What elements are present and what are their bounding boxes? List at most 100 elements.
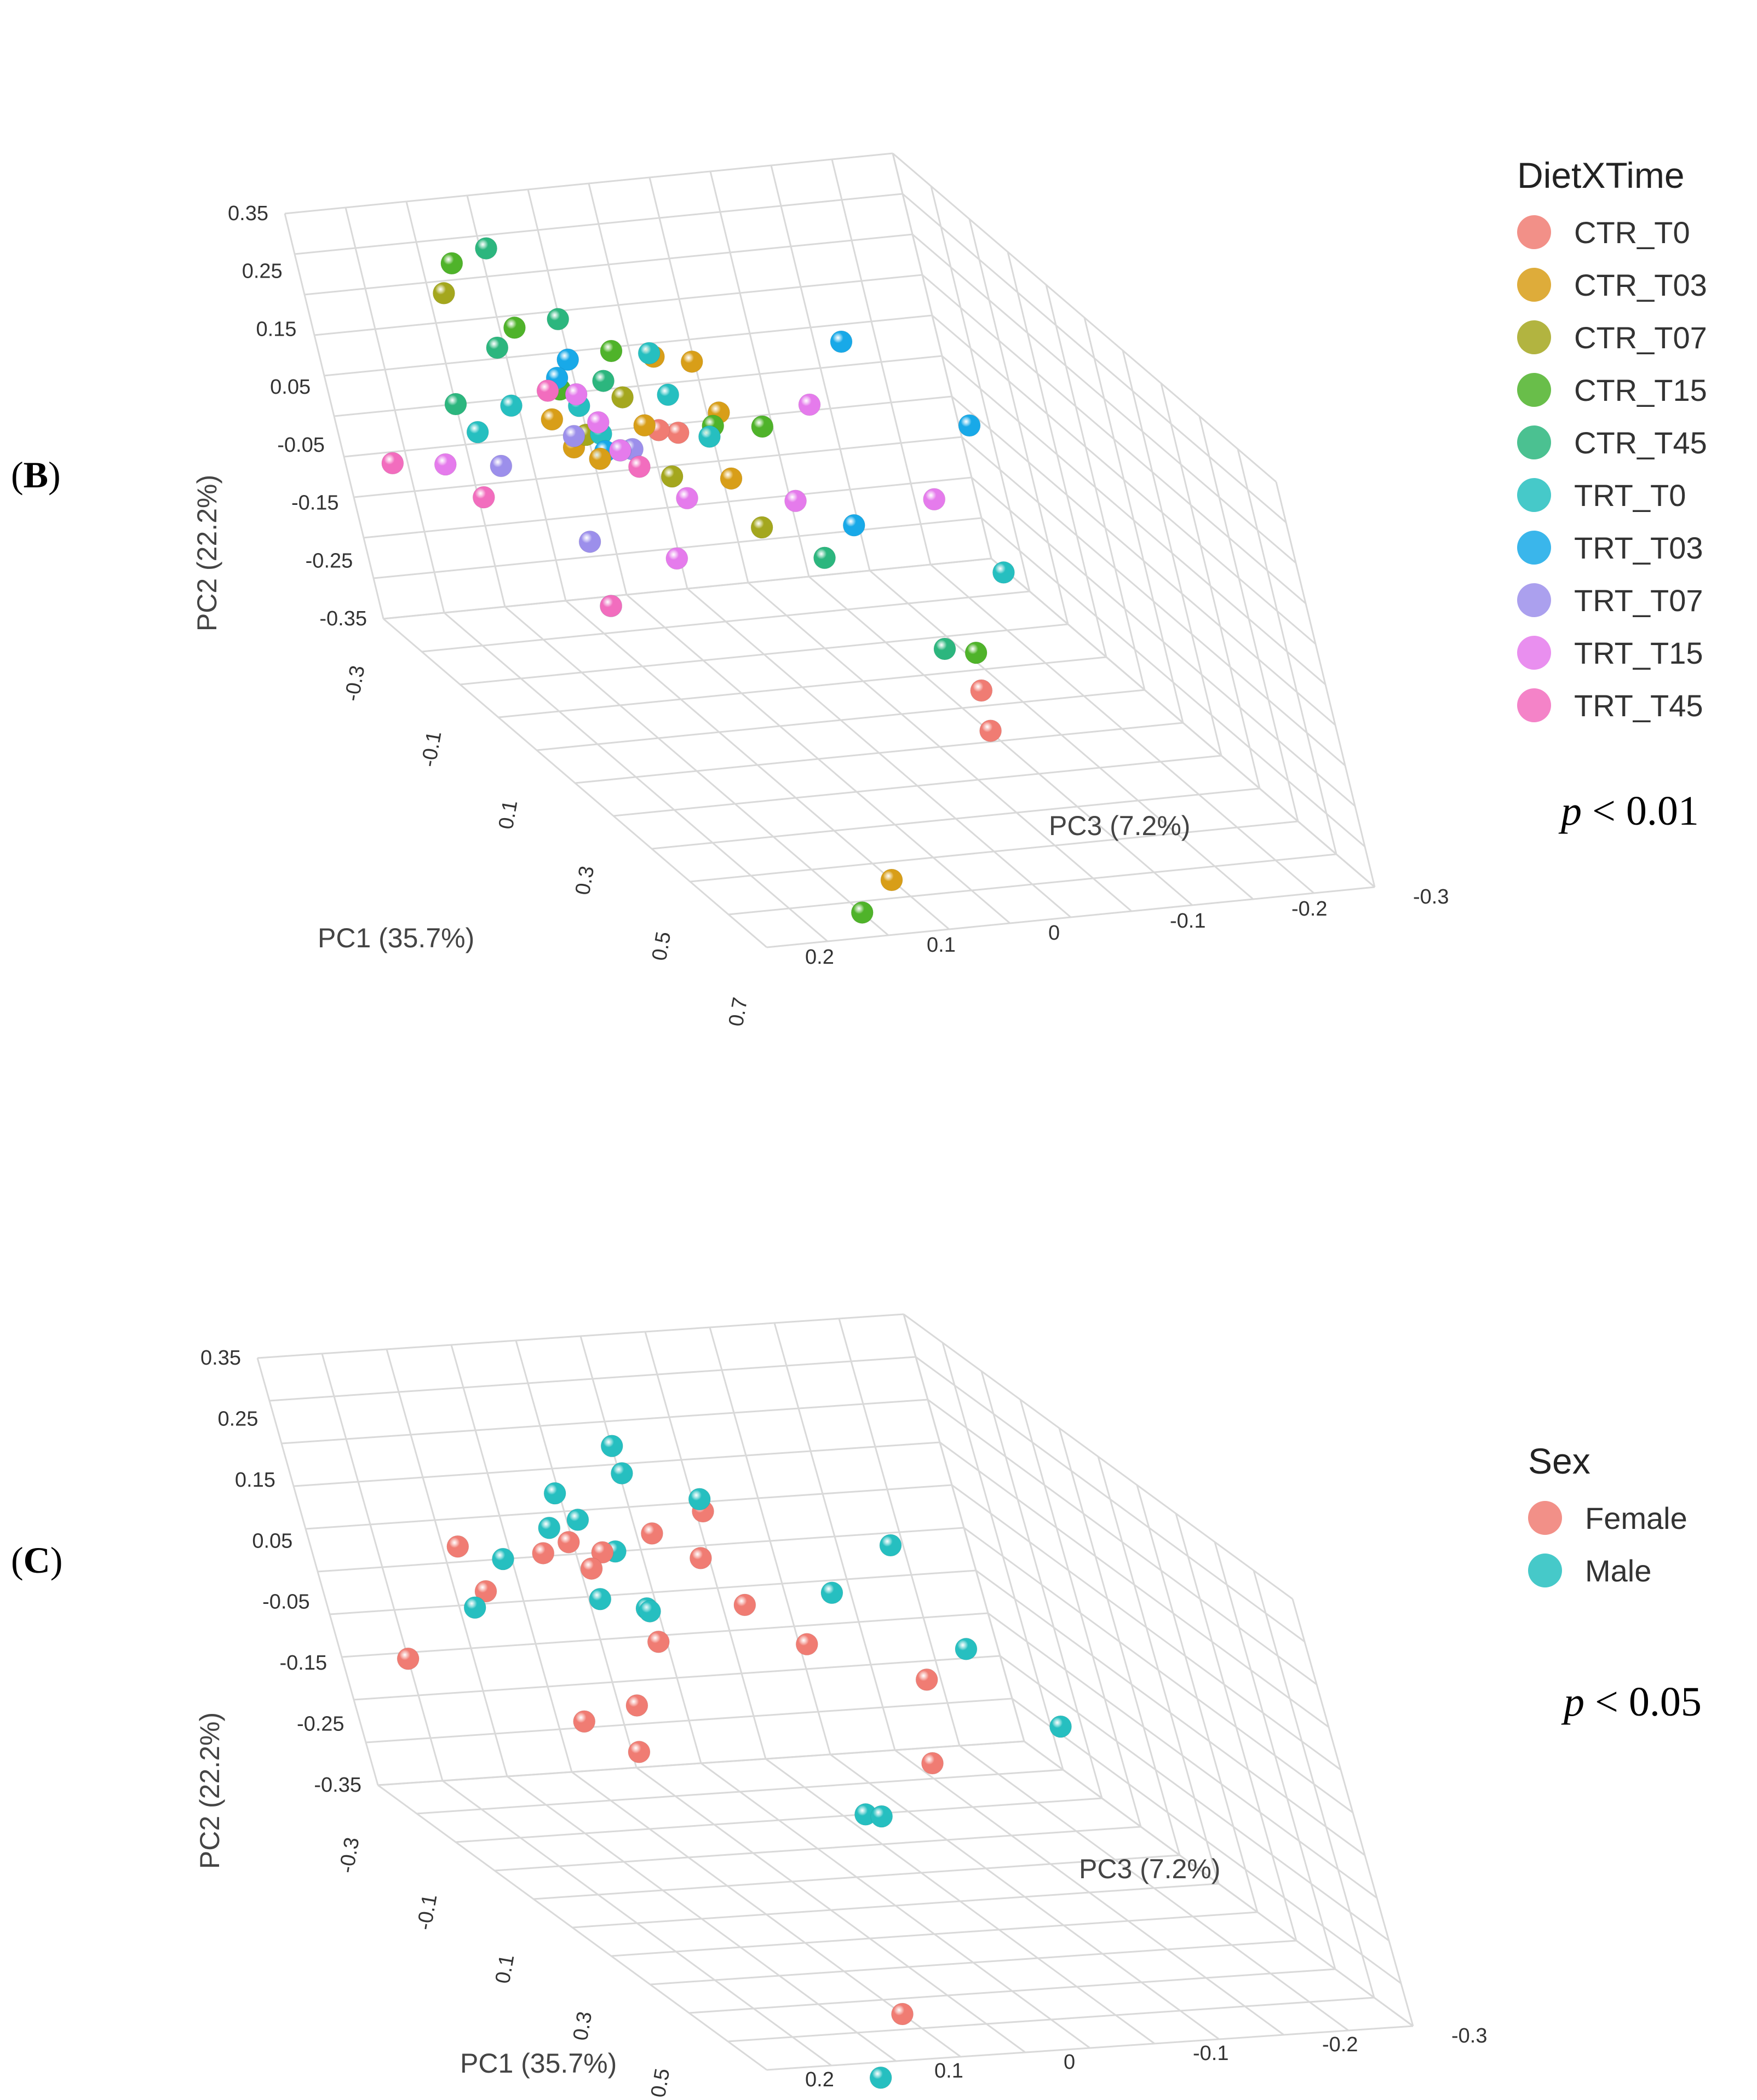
legend-swatch [1517,320,1551,354]
legend-label: CTR_T0 [1574,215,1690,250]
legend-swatch [1517,583,1551,617]
point-ctr-t45 [592,370,615,393]
y-tick-label: -0.25 [306,549,353,572]
point-ctr-t0 [667,421,690,444]
legend-item-trt-t15: TRT_T15 [1517,626,1707,679]
grid-line [690,820,1299,883]
grid-line [305,1484,952,1530]
point-male [566,1508,589,1531]
z-tick-label: -0.2 [1322,2033,1358,2056]
point-male [600,1435,623,1458]
point-trt-t45 [472,486,495,509]
grid-line [1136,1485,1259,1913]
grid-line [1097,1456,1220,1884]
point-male [589,1587,612,1610]
legend-sex: Sex Female Male [1528,1440,1687,1597]
grid-line [930,563,1314,894]
grid-line [1275,481,1376,888]
grid-line [991,557,1375,888]
point-female [733,1593,756,1616]
grid-line [709,171,810,577]
legend-swatch [1517,373,1551,407]
point-female [640,1522,663,1545]
x-tick-label: -0.3 [341,664,370,703]
grid-line [728,853,1337,916]
grid-line [831,159,932,565]
point-female [647,1630,670,1653]
legend-label: TRT_T0 [1574,477,1686,513]
z-tick-label: 0.1 [934,2059,963,2082]
point-trt-t45 [600,595,623,618]
grid-line [959,1745,1349,2032]
point-ctr-t15 [440,252,463,275]
grid-line [770,165,871,571]
point-ctr-t45 [933,637,956,660]
grid-line [773,1322,896,1751]
point-ctr-t15 [964,641,987,664]
point-trt-t0 [500,394,523,417]
legend-title: Sex [1528,1441,1591,1481]
point-female [532,1541,555,1564]
point-ctr-t03 [541,408,564,431]
point-ctr-t07 [661,465,684,488]
point-ctr-t07 [750,516,773,539]
x-tick-label: 0.5 [647,2067,675,2099]
grid-line [1083,317,1184,723]
point-female [795,1633,818,1656]
legend-diettime: DietXTime CTR_T0 CTR_T03 CTR_T07 CTR_T15 CTR… [1517,154,1707,732]
point-male [543,1482,566,1505]
legend-swatch [1517,688,1551,722]
grid-line [1160,383,1261,789]
grid-line [709,1327,831,1755]
point-ctr-t03 [720,467,743,490]
point-trt-t07 [562,424,585,447]
legend-swatch [1517,636,1551,670]
grid-line [1214,1541,1336,1970]
y-tick-label: 0.35 [228,202,268,225]
y-tick-label: -0.05 [262,1591,310,1614]
z-tick-label: 0 [1048,922,1060,945]
grid-line [892,153,992,559]
z-tick-label: 0.2 [805,946,834,969]
z-tick-label: -0.3 [1413,885,1449,908]
point-female [474,1580,497,1603]
point-female [628,1740,651,1763]
grid-line [651,787,1260,850]
point-male [820,1581,843,1604]
z-tick-label: -0.2 [1291,897,1327,920]
point-female [580,1557,603,1580]
legend-item-ctr-t07: CTR_T07 [1517,311,1707,364]
grid-line [932,314,1316,645]
point-ctr-t0 [970,679,993,702]
grid-line [644,1331,767,1759]
point-ctr-t0 [979,720,1002,743]
legend-title: DietXTime [1517,155,1685,195]
point-female [891,2003,914,2026]
point-male [869,2066,892,2089]
y-axis-title: PC2 (22.2%) [194,1712,225,1869]
point-female [689,1546,712,1569]
grid-line [902,193,1287,523]
point-female [397,1647,420,1670]
grid-line [808,576,1193,906]
point-ctr-t45 [486,336,509,359]
y-tick-label: 0.25 [217,1407,258,1430]
x-tick-label: 0.3 [569,2010,597,2042]
point-ctr-t15 [751,415,774,438]
point-trt-t0 [638,342,661,365]
x-tick-label: 0.1 [491,1953,519,1985]
grid-line [766,2025,1414,2071]
z-tick-label: 0.1 [927,934,956,957]
point-trt-t03 [556,348,579,371]
grid-line [894,1749,1284,2036]
legend-label: TRT_T15 [1574,635,1703,670]
p-value-c: p < 0.05 [1564,1679,1702,1725]
point-trt-t0 [466,421,489,444]
data-points [381,237,1015,924]
pca-3d-scatter-diettime: 0.35 0.25 0.15 0.05 -0.05 -0.15 -0.25 -0.35 -0.3… [192,152,1449,1028]
point-trt-t15 [434,453,457,476]
point-male [879,1534,902,1557]
grid-line [765,1758,1155,2045]
point-ctr-t15 [851,901,874,924]
grid-line [830,1753,1220,2040]
